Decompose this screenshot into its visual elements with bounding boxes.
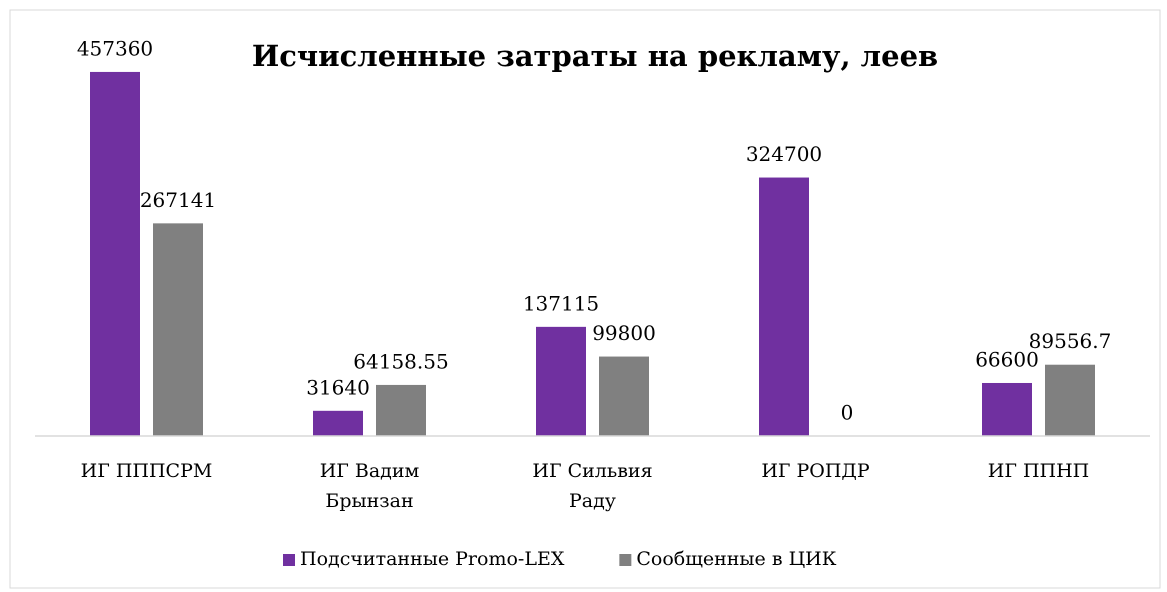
- bar: [376, 384, 426, 436]
- data-label: 137115: [523, 291, 599, 315]
- x-tick-label: ИГ Вадим Брынзан: [319, 460, 420, 512]
- x-tick-label: ИГ ППНП: [987, 460, 1090, 482]
- chart-title: Исчисленные затраты на рекламу, леев: [252, 39, 938, 73]
- data-label: 99800: [592, 321, 656, 345]
- data-label: 324700: [746, 142, 822, 166]
- bar: [536, 326, 586, 436]
- data-label: 66600: [975, 347, 1039, 371]
- x-tick-label: ИГ РОПДР: [761, 460, 870, 482]
- bar: [153, 223, 203, 436]
- bar: [1045, 364, 1095, 436]
- bar: [90, 71, 140, 436]
- x-tick-label: ИГ Сильвия Раду: [532, 460, 653, 512]
- bar: [759, 177, 809, 436]
- data-label: 0: [841, 401, 854, 425]
- legend-label: Сообщенные в ЦИК: [636, 548, 836, 570]
- chart-border: [9, 9, 1161, 589]
- legend-label: Подсчитанные Promo-LEX: [300, 548, 565, 570]
- data-label: 64158.55: [353, 349, 448, 373]
- bar: [313, 410, 363, 436]
- data-label: 31640: [306, 375, 370, 399]
- data-label: 267141: [140, 188, 216, 212]
- x-tick-label: ИГ ПППСРМ: [80, 460, 213, 482]
- legend-swatch: [283, 554, 295, 566]
- legend-swatch: [619, 554, 632, 566]
- data-label: 89556.7: [1029, 329, 1112, 353]
- bar: [982, 382, 1032, 436]
- bar: [599, 356, 649, 436]
- data-label: 457360: [77, 36, 153, 60]
